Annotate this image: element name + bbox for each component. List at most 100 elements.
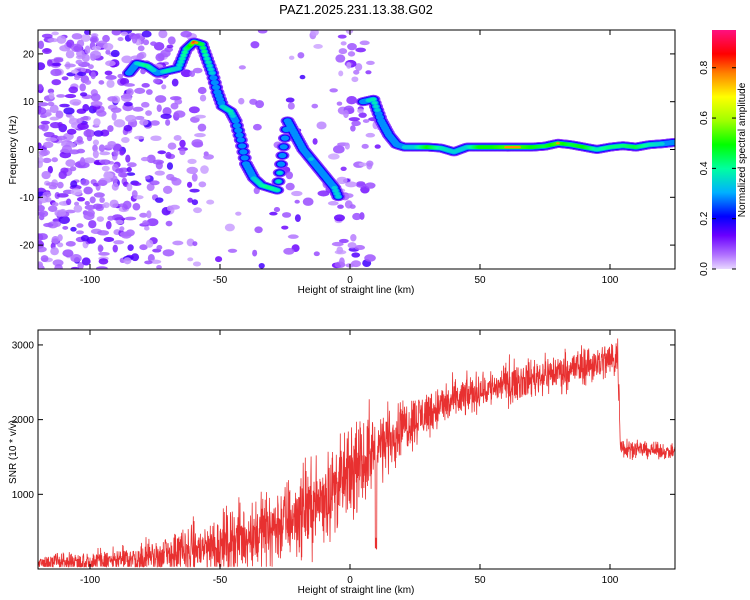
spectrogram-cell (192, 67, 203, 74)
spectrogram-cell (285, 97, 295, 103)
spectrogram-cell (70, 188, 83, 196)
spectrogram-cell (57, 181, 64, 189)
spectrogram-cell (88, 64, 94, 70)
spectrogram-cell (311, 103, 319, 109)
spectrogram-cell (123, 124, 133, 132)
spectrogram-cell (188, 106, 200, 114)
spectrogram-y-tick-label: -10 (20, 193, 35, 204)
spectrogram-cell (343, 193, 354, 199)
spectrogram-cell (69, 166, 77, 172)
spectrogram-ridge-cell (371, 101, 378, 105)
spectrogram-cell (206, 199, 215, 205)
snr-series-line (38, 338, 675, 568)
spectrogram-cell (345, 30, 354, 34)
spectrogram-cell (288, 55, 295, 60)
spectrogram-cell (84, 45, 91, 54)
spectrogram-cell (131, 253, 140, 262)
spectrogram-cell (150, 120, 160, 126)
spectrogram-cell (75, 230, 84, 235)
spectrogram-cell (47, 88, 55, 94)
spectrogram-cell (56, 193, 69, 198)
spectrogram-cell (80, 234, 90, 242)
spectrogram-cell (186, 238, 195, 247)
spectrogram-ridge-cell (180, 53, 187, 58)
spectrogram-cell (91, 45, 102, 51)
spectrogram-ridge-cell (240, 155, 249, 161)
spectrogram-cell (38, 40, 45, 50)
spectrogram-cell (59, 151, 72, 159)
spectrogram-cell (76, 223, 84, 228)
colorbar-ticks: 0.0 0.2 0.4 0.6 0.8 (699, 60, 736, 276)
spectrogram-ridge-cell (209, 71, 215, 75)
spectrogram-cell (38, 142, 42, 150)
spectrogram-cell (227, 248, 238, 253)
colorbar-tick-label: 0.8 (699, 60, 710, 74)
snr-frame (37, 329, 676, 570)
spectrogram-cell (103, 237, 115, 243)
spectrogram-cell (117, 73, 124, 79)
spectrogram-x-tick-label: 50 (474, 275, 486, 286)
spectrogram-cell (38, 233, 44, 242)
spectrogram-cell (104, 70, 113, 76)
spectrogram-y-tick-label: 20 (23, 49, 35, 60)
spectrogram-cell (75, 59, 83, 65)
spectrogram-ridge-cell (239, 149, 248, 155)
spectrogram-cell (90, 50, 102, 59)
spectrogram-cell (126, 172, 136, 176)
spectrogram-cell (337, 34, 347, 39)
spectrogram-cell (107, 96, 118, 102)
spectrogram-cell (111, 30, 122, 36)
spectrogram-ridge-cell (205, 60, 212, 65)
spectrogram-ridge-cell (194, 41, 199, 44)
spectrogram-cell (127, 244, 134, 251)
spectrogram-cell (65, 241, 76, 247)
spectrogram-cell (96, 216, 105, 222)
spectrogram-cell (51, 236, 60, 244)
spectrogram-cell (203, 154, 214, 160)
spectrogram-cell (65, 198, 72, 206)
spectrogram-cell (310, 30, 319, 36)
spectrogram-cell (132, 106, 144, 112)
spectrogram-cell (155, 95, 167, 103)
spectrogram-cell (141, 30, 152, 38)
spectrogram-cell (54, 263, 63, 269)
spectrogram-cell (187, 197, 193, 203)
spectrogram-cell (56, 135, 68, 141)
spectrogram-cell (215, 256, 223, 263)
spectrogram-cell (84, 30, 91, 35)
spectrogram-cell (121, 137, 130, 144)
spectrogram-cell (83, 157, 95, 164)
spectrogram-x-tick-label: 100 (602, 275, 619, 286)
spectrogram-cell (191, 199, 199, 206)
spectrogram-cell (98, 251, 110, 256)
spectrogram-cell (180, 69, 192, 78)
spectrogram-cell (346, 62, 352, 69)
spectrogram-cell (86, 209, 95, 217)
spectrogram-cell (38, 62, 46, 71)
spectrogram-cell (365, 132, 376, 138)
spectrogram-cell (113, 119, 126, 128)
spectrogram-cell (137, 45, 145, 52)
spectrogram-cell (51, 31, 59, 36)
spectrogram-ridge-cell (204, 56, 210, 61)
snr-y-tick-label: 1000 (12, 490, 35, 501)
spectrogram-cell (339, 257, 345, 266)
spectrogram-cell (144, 260, 153, 265)
spectrogram-cell (338, 238, 349, 244)
spectrogram-ridge-cell (332, 188, 339, 193)
spectrogram-cell (333, 214, 346, 222)
spectrogram-cell (57, 121, 63, 127)
spectrogram-cell (119, 77, 130, 86)
spectrogram-ridge-cell (182, 50, 188, 55)
spectrogram-cell (347, 242, 357, 249)
snr-y-tick-label: 2000 (12, 415, 35, 426)
spectrogram-ridge-cell (150, 68, 157, 73)
spectrogram-cell (347, 43, 357, 51)
spectrogram-cell (257, 30, 268, 34)
spectrogram-ridge-cell (200, 46, 206, 50)
spectrogram-cell (166, 162, 174, 170)
colorbar-tick-label: 0.0 (699, 262, 710, 276)
spectrogram-cell (38, 124, 46, 130)
spectrogram-cell (366, 160, 374, 167)
spectrogram-cell (118, 172, 128, 178)
